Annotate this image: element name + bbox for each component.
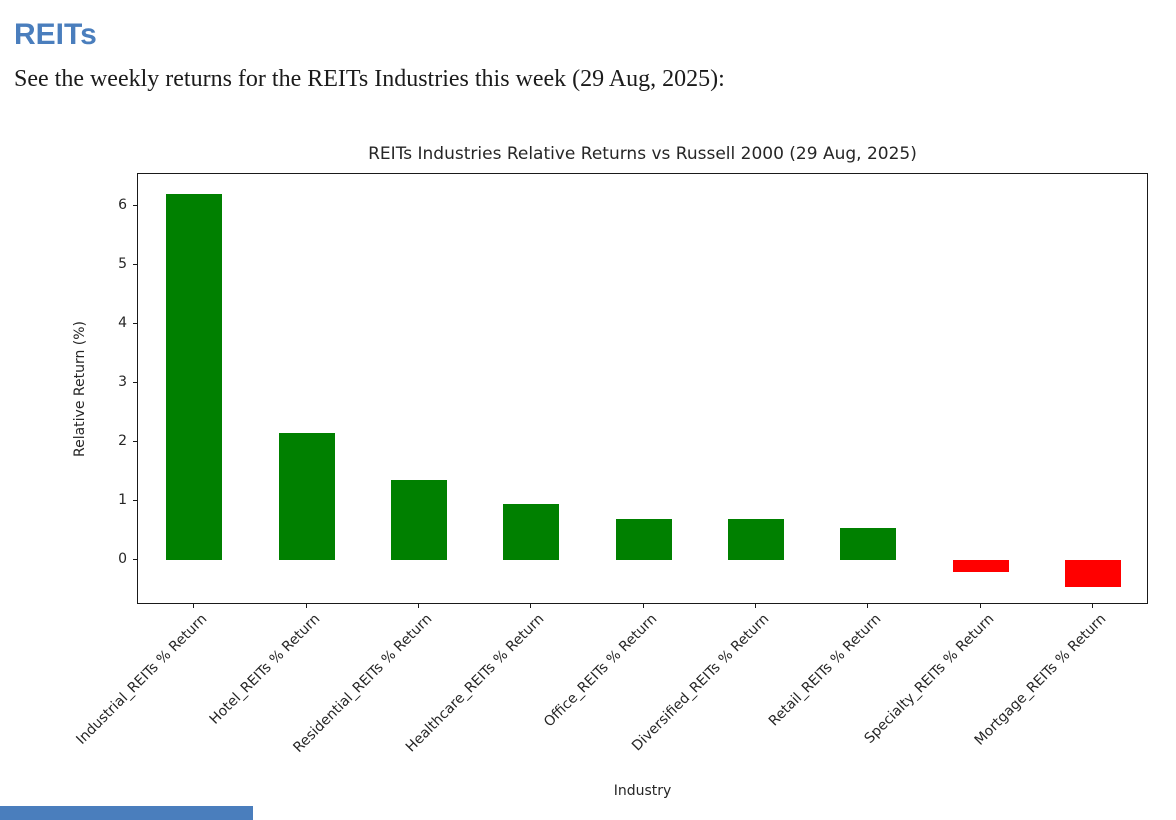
x-tick-mark [754, 604, 756, 608]
y-tick-mark [133, 382, 137, 383]
x-tick-mark [1091, 604, 1093, 608]
chart-title: REITs Industries Relative Returns vs Rus… [368, 144, 917, 164]
chart-bar [166, 194, 223, 560]
chart-bar [1064, 560, 1121, 587]
y-tick-mark [133, 441, 137, 442]
x-tick-label: Office_REITs % Return [540, 611, 660, 731]
y-tick-label: 5 [118, 256, 127, 272]
x-tick-label: Industrial_REITs % Return [73, 611, 211, 748]
x-tick-mark [867, 604, 869, 608]
plot-area [137, 173, 1148, 604]
intro-text: See the weekly returns for the REITs Ind… [14, 66, 725, 92]
y-tick-mark [133, 559, 137, 560]
y-tick-label: 3 [118, 374, 127, 390]
y-tick-mark [133, 205, 137, 206]
chart-bar [278, 433, 335, 560]
x-tick-mark [417, 604, 419, 608]
y-tick-label: 1 [118, 492, 127, 508]
chart-bar [727, 518, 784, 560]
x-tick-label: Hotel_REITs % Return [206, 611, 323, 728]
x-tick-mark [530, 604, 532, 608]
chart-bar [390, 480, 447, 560]
y-tick-label: 0 [118, 551, 127, 567]
y-tick-label: 4 [118, 315, 127, 331]
chart-bar [503, 503, 560, 560]
y-tick-label: 2 [118, 433, 127, 449]
chart-bar [952, 560, 1009, 572]
bottom-accent-bar [0, 806, 253, 820]
chart-bar [615, 518, 672, 560]
y-tick-mark [133, 323, 137, 324]
x-tick-label: Mortgage_REITs % Return [971, 611, 1110, 749]
x-tick-mark [305, 604, 307, 608]
x-tick-label: Diversified_REITs % Return [628, 611, 773, 755]
x-tick-label: Specialty_REITs % Return [860, 611, 997, 747]
chart-bar [840, 527, 897, 560]
x-tick-mark [193, 604, 195, 608]
x-tick-mark [642, 604, 644, 608]
page-title: REITs [14, 18, 97, 51]
x-tick-label: Retail_REITs % Return [766, 611, 885, 730]
y-tick-mark [133, 500, 137, 501]
y-axis-label: Relative Return (%) [72, 320, 88, 458]
y-tick-mark [133, 264, 137, 265]
x-axis-label: Industry [613, 783, 672, 799]
x-tick-mark [979, 604, 981, 608]
y-tick-label: 6 [118, 197, 127, 213]
